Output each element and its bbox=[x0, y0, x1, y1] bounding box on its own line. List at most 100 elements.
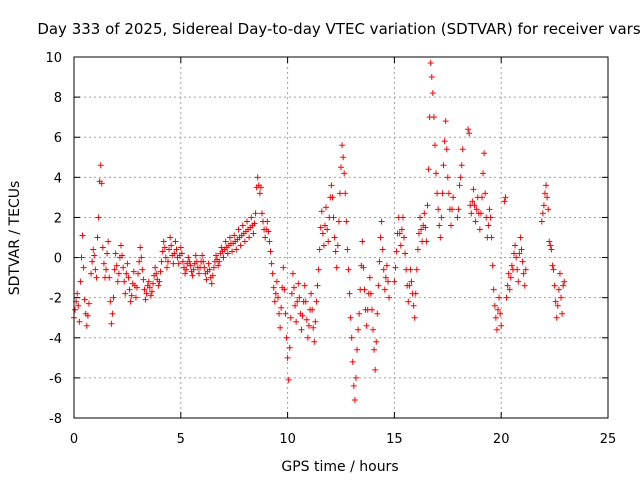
data-point-marker bbox=[554, 302, 561, 309]
data-point-marker bbox=[304, 334, 311, 341]
data-point-marker bbox=[351, 396, 358, 403]
data-point-marker bbox=[450, 194, 457, 201]
data-point-marker bbox=[469, 198, 476, 205]
data-point-marker bbox=[215, 262, 222, 269]
data-point-marker bbox=[555, 286, 562, 293]
data-point-marker bbox=[480, 170, 487, 177]
data-point-marker bbox=[258, 210, 265, 217]
data-point-marker bbox=[274, 294, 281, 301]
data-point-marker bbox=[171, 250, 178, 257]
data-point-marker bbox=[277, 324, 284, 331]
data-point-marker bbox=[335, 218, 342, 225]
data-point-marker bbox=[254, 174, 261, 181]
data-point-marker bbox=[547, 242, 554, 249]
data-point-marker bbox=[229, 248, 236, 255]
data-point-marker bbox=[79, 232, 86, 239]
data-point-marker bbox=[257, 184, 264, 191]
data-point-marker bbox=[413, 266, 420, 273]
data-point-marker bbox=[428, 74, 435, 81]
data-point-marker bbox=[449, 206, 456, 213]
data-point-marker bbox=[135, 270, 142, 277]
data-point-marker bbox=[459, 146, 466, 153]
data-point-marker bbox=[492, 314, 499, 321]
data-points bbox=[71, 60, 568, 403]
data-point-marker bbox=[402, 250, 409, 257]
data-point-marker bbox=[92, 266, 99, 273]
data-point-marker bbox=[166, 246, 173, 253]
data-point-marker bbox=[378, 218, 385, 225]
data-point-marker bbox=[142, 296, 149, 303]
data-point-marker bbox=[158, 258, 165, 265]
data-point-marker bbox=[323, 204, 330, 211]
data-point-marker bbox=[93, 274, 100, 281]
data-point-marker bbox=[478, 194, 485, 201]
data-point-marker bbox=[262, 234, 269, 241]
data-point-marker bbox=[522, 266, 529, 273]
x-tick-label: 20 bbox=[493, 432, 510, 447]
data-point-marker bbox=[550, 266, 557, 273]
data-point-marker bbox=[123, 270, 130, 277]
data-point-marker bbox=[511, 250, 518, 257]
data-point-marker bbox=[220, 254, 227, 261]
data-point-marker bbox=[206, 266, 213, 273]
data-point-marker bbox=[178, 250, 185, 257]
data-point-marker bbox=[488, 234, 495, 241]
data-point-marker bbox=[437, 234, 444, 241]
data-point-marker bbox=[508, 262, 515, 269]
data-point-marker bbox=[414, 246, 421, 253]
data-point-marker bbox=[519, 258, 526, 265]
x-tick-label: 5 bbox=[177, 432, 185, 447]
plot-frame bbox=[73, 56, 609, 419]
data-point-marker bbox=[341, 170, 348, 177]
data-point-marker bbox=[384, 278, 391, 285]
data-point-marker bbox=[130, 268, 137, 275]
data-point-marker bbox=[107, 298, 114, 305]
data-point-marker bbox=[172, 238, 179, 245]
data-point-marker bbox=[558, 294, 565, 301]
data-point-marker bbox=[315, 266, 322, 273]
data-point-marker bbox=[244, 218, 251, 225]
data-point-marker bbox=[355, 326, 362, 333]
data-point-marker bbox=[486, 206, 493, 213]
data-point-marker bbox=[367, 290, 374, 297]
data-point-marker bbox=[370, 326, 377, 333]
data-point-marker bbox=[514, 266, 521, 273]
data-point-marker bbox=[99, 244, 106, 251]
data-point-marker bbox=[287, 314, 294, 321]
data-point-marker bbox=[302, 298, 309, 305]
data-point-marker bbox=[250, 230, 257, 237]
data-point-marker bbox=[318, 208, 325, 215]
data-point-marker bbox=[410, 302, 417, 309]
data-point-marker bbox=[281, 286, 288, 293]
data-point-marker bbox=[117, 242, 124, 249]
data-point-marker bbox=[349, 358, 356, 365]
data-point-marker bbox=[368, 306, 375, 313]
y-tick-label: 10 bbox=[45, 51, 62, 66]
data-point-marker bbox=[136, 258, 143, 265]
data-point-marker bbox=[381, 286, 388, 293]
data-point-marker bbox=[517, 234, 524, 241]
y-tick-label: -4 bbox=[49, 332, 62, 347]
data-point-marker bbox=[311, 338, 318, 345]
data-point-marker bbox=[115, 270, 122, 277]
data-point-marker bbox=[268, 260, 275, 267]
data-point-marker bbox=[106, 274, 113, 281]
data-point-marker bbox=[439, 190, 446, 197]
x-axis-label: GPS time / hours bbox=[281, 459, 398, 475]
data-point-marker bbox=[293, 318, 300, 325]
data-point-marker bbox=[233, 246, 240, 253]
data-point-marker bbox=[423, 238, 430, 245]
data-point-marker bbox=[289, 270, 296, 277]
data-point-marker bbox=[393, 248, 400, 255]
data-point-marker bbox=[314, 282, 321, 289]
data-point-marker bbox=[125, 274, 132, 281]
data-point-marker bbox=[541, 190, 548, 197]
data-point-marker bbox=[78, 254, 85, 261]
data-point-marker bbox=[201, 264, 208, 271]
data-point-marker bbox=[325, 238, 332, 245]
data-point-marker bbox=[425, 166, 432, 173]
data-point-marker bbox=[284, 354, 291, 361]
data-point-marker bbox=[549, 262, 556, 269]
data-point-marker bbox=[515, 278, 522, 285]
data-point-marker bbox=[372, 366, 379, 373]
